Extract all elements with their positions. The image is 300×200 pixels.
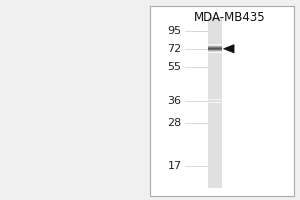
Bar [150,6,294,196]
Bar [208,51,222,52]
Text: 95: 95 [168,26,182,36]
Bar [208,52,222,53]
Polygon shape [224,45,234,53]
Text: 17: 17 [168,161,182,171]
Bar [208,45,222,46]
Bar [208,50,222,51]
Text: 55: 55 [168,62,182,72]
Text: 72: 72 [167,44,182,54]
Bar [208,46,222,47]
Bar [208,47,222,48]
Bar [208,17,222,188]
Bar [208,49,222,50]
Text: 36: 36 [168,96,182,106]
Bar [208,44,222,45]
Bar [208,48,222,49]
Text: MDA-MB435: MDA-MB435 [194,11,265,24]
Text: 28: 28 [167,118,182,128]
